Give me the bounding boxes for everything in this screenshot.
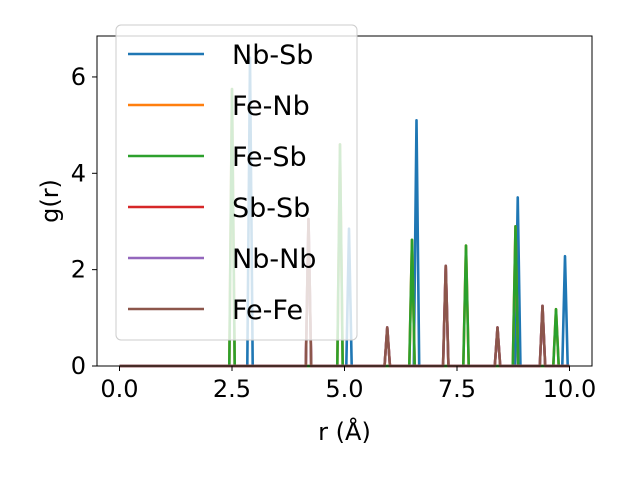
legend-label: Nb-Nb <box>232 244 316 275</box>
x-axis-label: r (Å) <box>318 417 371 446</box>
y-tick-label: 2 <box>71 256 86 284</box>
y-axis-ticks: 0 2 4 6 <box>71 63 97 380</box>
legend-label: Fe-Fe <box>232 295 303 326</box>
x-tick-label: 10.0 <box>543 375 596 403</box>
legend-label: Nb-Sb <box>232 40 313 71</box>
legend: Nb-Sb Fe-Nb Fe-Sb Sb-Sb Nb-Nb Fe-Fe <box>115 24 358 341</box>
y-tick-label: 4 <box>71 159 86 187</box>
legend-label: Fe-Nb <box>232 91 310 122</box>
x-axis-ticks: 0.0 2.5 5.0 7.5 10.0 <box>100 366 596 403</box>
x-tick-label: 7.5 <box>438 375 476 403</box>
legend-label: Fe-Sb <box>232 142 307 173</box>
y-tick-label: 0 <box>71 352 86 380</box>
legend-box <box>115 24 358 341</box>
x-tick-label: 0.0 <box>100 375 138 403</box>
y-tick-label: 6 <box>71 63 86 91</box>
x-tick-label: 5.0 <box>325 375 363 403</box>
x-tick-label: 2.5 <box>213 375 251 403</box>
legend-label: Sb-Sb <box>232 193 310 224</box>
y-axis-label: g(r) <box>36 179 64 223</box>
